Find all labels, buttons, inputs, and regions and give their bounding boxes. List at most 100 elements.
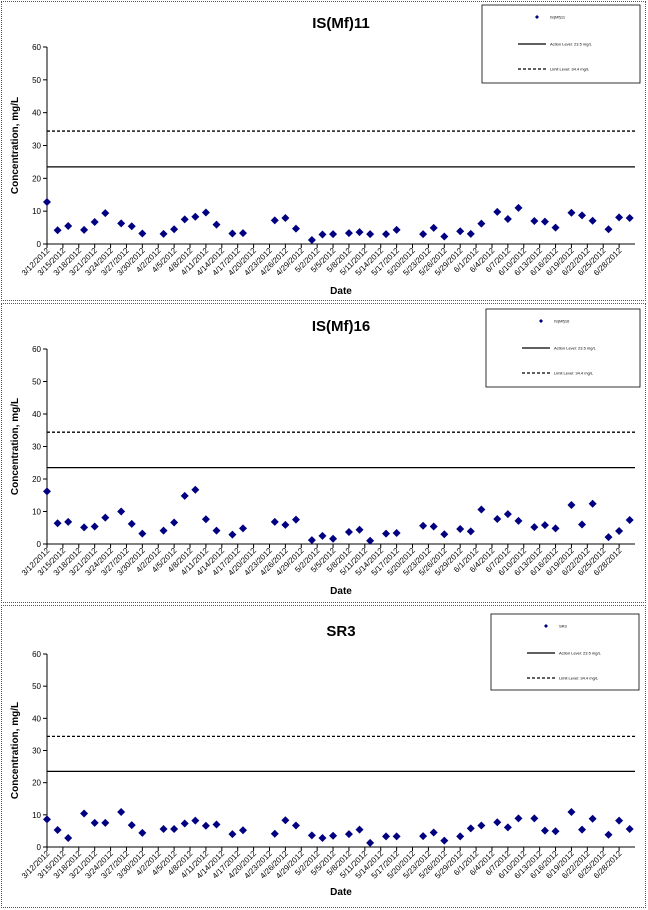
y-tick-label: 30 [32,142,41,151]
data-point [53,825,62,834]
data-point [615,527,624,535]
data-point [329,230,338,239]
y-tick-label: 20 [32,475,41,484]
data-point [159,229,168,238]
legend-marker [535,15,539,19]
data-point [429,828,438,837]
data-point [419,832,428,841]
data-point [588,216,597,225]
data-point [307,831,316,840]
data-point [551,223,560,232]
data-point [514,814,523,823]
data-point [270,517,279,526]
data-point [540,217,549,226]
data-point [281,214,290,223]
y-tick-label: 40 [32,410,41,419]
y-tick-label: 60 [32,43,41,52]
data-point [477,219,486,228]
data-point [493,818,502,827]
y-tick-label: 60 [32,345,41,354]
data-point [477,505,486,514]
legend-marker [544,624,548,628]
data-point [551,524,560,533]
data-point [366,230,375,239]
data-point [239,826,247,835]
data-point [355,825,364,834]
y-axis-label: Concentration, mg/L [10,398,21,495]
data-point [270,829,279,838]
data-point [329,534,338,543]
data-point [344,527,353,536]
data-point [625,515,634,524]
data-point [440,530,449,539]
data-point [90,522,99,531]
y-tick-label: 60 [32,650,41,659]
legend-label: SR3 [559,624,568,629]
data-point [604,830,613,839]
y-tick-label: 10 [32,508,41,517]
legend-box [485,308,641,388]
data-point [170,225,179,234]
data-point [588,499,597,508]
data-point [43,815,51,824]
legend-label: Limit Level: 34.4 mg/L [550,67,590,72]
data-point [588,814,597,823]
y-tick-label: 0 [37,540,42,549]
data-point [117,507,126,516]
data-point [625,214,634,223]
data-point [307,236,316,245]
legend-box [490,613,640,691]
data-point [127,821,136,830]
data-point [456,525,465,534]
data-point [307,536,316,545]
chart-title: SR3 [326,623,355,640]
data-point [355,525,364,534]
data-point [514,516,523,525]
data-point [578,825,587,834]
data-point [318,833,327,842]
data-point [191,816,200,825]
data-point [429,522,438,531]
data-point [270,216,279,225]
data-point [466,527,475,536]
data-point [212,220,221,229]
data-point [578,211,587,220]
data-point [43,487,51,496]
data-point [382,832,391,841]
data-point [191,212,200,221]
data-point [366,536,375,545]
y-tick-label: 30 [32,747,41,756]
data-point [392,528,401,537]
data-point [64,221,73,230]
chart-panel-is-mf-11: IS(Mf)11 0 10 20 30 40 50 60 3/12/2012 3/15/2012 3… [1,1,646,301]
data-point [440,232,449,241]
y-axis-label: Concentration, mg/L [10,702,21,799]
data-point [80,523,89,532]
data-point [180,215,189,224]
data-point [212,820,221,829]
data-point [90,218,99,227]
data-point [318,230,327,239]
data-point [477,821,486,830]
data-point [80,225,89,234]
y-tick-label: 50 [32,76,41,85]
legend-label: Action Level: 23.5 mg/L [554,346,597,351]
legend-label: Limit Level: 34.4 mg/L [554,371,594,376]
data-point [281,816,290,825]
data-point [366,838,375,847]
data-point [456,227,465,236]
data-point [344,229,353,238]
data-point [170,518,179,527]
data-point [90,818,99,827]
data-point [355,228,364,237]
data-point [228,830,237,839]
y-tick-label: 20 [32,174,41,183]
chart-svg: IS(Mf)1101020304050603/12/20123/15/20123… [10,4,641,297]
y-tick-label: 40 [32,714,41,723]
chart-panel-sr3: SR3 0 10 20 30 40 50 60 3/12/2012 3/15/2012 3/18/2… [1,605,646,908]
data-point [138,828,147,837]
data-point [291,515,300,524]
data-point [101,513,110,522]
data-point [466,229,475,238]
y-tick-label: 50 [32,378,41,387]
